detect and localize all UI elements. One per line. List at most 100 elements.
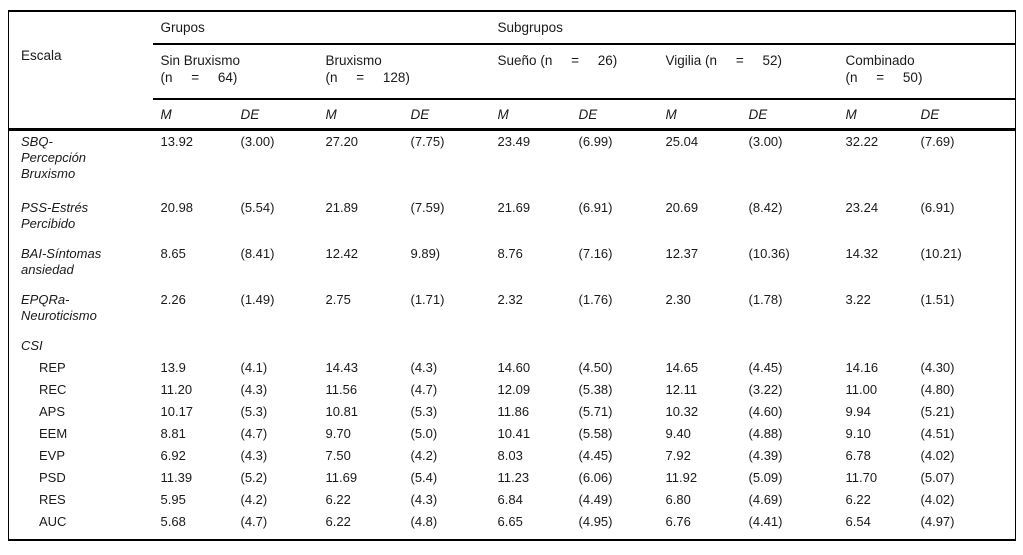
cell-value: 2.75: [325, 291, 351, 307]
cell-value: 20.69: [665, 199, 699, 215]
stat-header-m-1: M: [317, 99, 403, 131]
cell-value: (4.3): [410, 359, 438, 375]
stat-header-de-1: DE: [402, 99, 490, 131]
cell-value: (6.06): [578, 469, 613, 485]
table-row: AUC 5.68 (4.7) 6.22 (4.8) 6.65 (4.95) 6.76 (4.41…: [9, 511, 1016, 540]
row-label: RES: [39, 491, 66, 507]
row-label: CSI: [21, 337, 43, 353]
cell-value: (5.54): [240, 199, 275, 215]
table-row: EEM 8.81 (4.7) 9.70 (5.0) 10.41 (5.58) 9.40 (4.8…: [9, 423, 1016, 445]
table-row: REC 11.20 (4.3) 11.56 (4.7) 12.09 (5.38) 12.11 (…: [9, 379, 1016, 401]
cell-value: 11.69: [325, 469, 358, 485]
row-label: PSD: [39, 469, 66, 485]
cell-value: 8.65: [160, 245, 186, 261]
table-row: SBQ- Percepción Bruxismo 13.92 (3.00) 27.20…: [9, 129, 1016, 197]
row-label: BAI-Síntomas ansiedad: [21, 245, 102, 277]
cell-value: 6.22: [325, 491, 351, 507]
cell-value: (4.41): [748, 513, 783, 529]
cell-value: (5.3): [240, 403, 268, 419]
stat-header-de-4: DE: [912, 99, 1016, 131]
row-label: EVP: [39, 447, 66, 463]
cell-value: 23.24: [845, 199, 879, 215]
cell-value: 6.22: [845, 491, 871, 507]
cell-value: 14.65: [665, 359, 699, 375]
cell-value: 9.89): [410, 245, 441, 261]
cell-value: 2.32: [497, 291, 523, 307]
stat-header-de-2: DE: [570, 99, 658, 131]
cell-value: 14.32: [845, 245, 879, 261]
cell-value: (1.71): [410, 291, 445, 307]
cell-value: (4.8): [410, 513, 438, 529]
cell-value: (6.91): [578, 199, 613, 215]
cell-value: 14.43: [325, 359, 359, 375]
cell-value: (4.39): [748, 447, 783, 463]
cell-value: [403, 335, 490, 357]
stat-header-m-0: M: [152, 99, 233, 131]
table-row: RES 5.95 (4.2) 6.22 (4.3) 6.84 (4.49) 6.80 (4.69…: [9, 489, 1016, 511]
cell-value: 12.11: [665, 381, 698, 397]
cell-value: (5.07): [920, 469, 955, 485]
cell-value: (4.02): [920, 491, 955, 507]
cell-value: [741, 335, 838, 357]
cell-value: (5.58): [578, 425, 613, 441]
cell-value: (3.22): [748, 381, 783, 397]
stat-header-m-2: M: [489, 99, 571, 131]
cell-value: (5.3): [410, 403, 438, 419]
cell-value: (6.91): [920, 199, 955, 215]
cell-value: 9.40: [665, 425, 691, 441]
group-header-4: Combinado (n = 50): [837, 44, 1016, 100]
group-header-row: Sin Bruxismo (n = 64) Bruxismo (n = 128) S…: [9, 44, 1016, 100]
table-row: APS 10.17 (5.3) 10.81 (5.3) 11.86 (5.71) 10.32 (…: [9, 401, 1016, 423]
cell-value: (4.45): [578, 447, 613, 463]
cell-value: 8.81: [160, 425, 186, 441]
cell-value: (7.16): [578, 245, 613, 261]
cell-value: (5.21): [920, 403, 955, 419]
cell-value: [658, 335, 741, 357]
table-row: PSS-Estrés Percibido 20.98 (5.54) 21.89 (7.5…: [9, 197, 1016, 243]
cell-value: 11.39: [160, 469, 193, 485]
table-row: CSI: [9, 335, 1016, 357]
cell-value: (4.02): [920, 447, 955, 463]
cell-value: (5.2): [240, 469, 268, 485]
cell-value: [490, 335, 571, 357]
cell-value: 6.92: [160, 447, 186, 463]
cell-value: (8.42): [748, 199, 783, 215]
cell-value: 6.22: [325, 513, 351, 529]
cell-value: (10.21): [920, 245, 962, 261]
cell-value: 10.32: [665, 403, 699, 419]
cell-value: 2.26: [160, 291, 186, 307]
cell-value: 10.17: [160, 403, 194, 419]
cell-value: 7.50: [325, 447, 351, 463]
cell-value: [913, 335, 1016, 357]
cell-value: 12.42: [325, 245, 359, 261]
cell-value: 5.95: [160, 491, 186, 507]
cell-value: (1.78): [748, 291, 783, 307]
cell-value: (4.3): [240, 381, 268, 397]
cell-value: (4.80): [920, 381, 955, 397]
cell-value: (4.1): [240, 359, 268, 375]
cell-value: (4.69): [748, 491, 783, 507]
cell-value: 20.98: [160, 199, 194, 215]
escala-header: Escala: [21, 48, 62, 63]
cell-value: 6.80: [665, 491, 691, 507]
group-header-2: Sueño (n = 26): [489, 44, 658, 100]
cell-value: (4.3): [240, 447, 268, 463]
cell-value: 11.70: [845, 469, 878, 485]
table-row: PSD 11.39 (5.2) 11.69 (5.4) 11.23 (6.06) 11.92 (…: [9, 467, 1016, 489]
cell-value: (1.51): [920, 291, 955, 307]
row-label: REP: [39, 359, 66, 375]
cell-value: (4.45): [748, 359, 783, 375]
cell-value: 11.86: [497, 403, 530, 419]
cell-value: (1.49): [240, 291, 275, 307]
stat-header-m-3: M: [657, 99, 741, 131]
cell-value: 8.03: [497, 447, 523, 463]
cell-value: (4.7): [240, 425, 268, 441]
cell-value: (3.00): [748, 133, 783, 149]
table-row: REP 13.9 (4.1) 14.43 (4.3) 14.60 (4.50) 14.65 (4…: [9, 357, 1016, 379]
cell-value: 27.20: [325, 133, 359, 149]
cell-value: (4.2): [240, 491, 268, 507]
cell-value: 9.70: [325, 425, 351, 441]
cell-value: 21.69: [497, 199, 531, 215]
table-row: EPQRa- Neuroticismo 2.26 (1.49) 2.75 (1.71) 2…: [9, 289, 1016, 335]
